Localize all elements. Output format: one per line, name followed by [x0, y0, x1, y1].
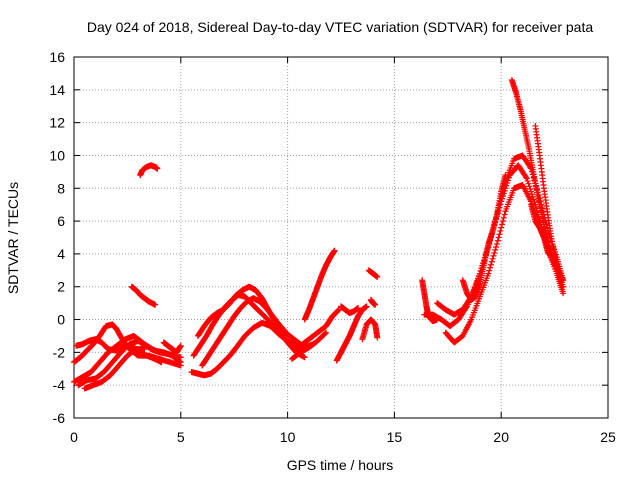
y-tick-label: -6	[53, 410, 66, 426]
series-arc-07	[137, 162, 161, 179]
data-points	[71, 76, 567, 392]
y-tick-label: 10	[49, 147, 65, 163]
y-tick-label: 14	[49, 82, 65, 98]
data-point	[177, 359, 184, 366]
data-point	[177, 342, 184, 349]
series-arc-12	[199, 295, 317, 369]
data-point	[560, 283, 567, 290]
plot-frame	[73, 56, 609, 419]
x-tick-label: 0	[70, 429, 78, 445]
data-point	[323, 329, 330, 336]
data-point	[488, 258, 495, 265]
data-point	[495, 234, 502, 241]
y-tick-label: -2	[53, 344, 66, 360]
y-tick-label: 4	[57, 246, 65, 262]
data-point	[374, 334, 381, 341]
data-point	[322, 330, 329, 337]
data-point	[154, 165, 161, 172]
data-point	[528, 188, 535, 195]
series-arc-18	[359, 316, 381, 343]
series-arc-06	[128, 283, 159, 308]
series-arc-14	[288, 329, 330, 362]
data-point	[489, 255, 496, 262]
series-arc-04	[75, 337, 184, 389]
data-point	[498, 224, 505, 231]
series-arc-27	[532, 122, 567, 290]
data-point	[524, 178, 531, 185]
data-point	[493, 244, 500, 251]
data-point	[491, 249, 498, 256]
data-point	[526, 183, 533, 190]
data-point	[363, 303, 370, 310]
y-tick-label: -4	[53, 377, 66, 393]
data-point	[301, 354, 308, 361]
y-tick-label: 6	[57, 213, 65, 229]
series-arc-28	[528, 201, 552, 257]
x-axis-label: GPS time / hours	[287, 457, 394, 473]
data-point	[374, 273, 381, 280]
data-point	[560, 290, 567, 297]
data-point	[545, 250, 552, 257]
series-arc-17	[338, 303, 362, 316]
data-point	[501, 211, 508, 218]
data-point	[527, 185, 534, 192]
data-point	[355, 305, 362, 312]
data-point	[492, 246, 499, 253]
series-arc-25	[459, 172, 509, 303]
x-tick-label: 10	[280, 429, 296, 445]
data-point	[372, 301, 379, 308]
data-point	[522, 174, 529, 181]
series-arc-11	[194, 283, 308, 361]
data-point	[494, 237, 501, 244]
y-tick-label: 16	[49, 49, 65, 65]
series-arc-13	[297, 306, 342, 349]
data-point	[499, 221, 506, 228]
series-arc-05	[81, 346, 148, 392]
series-arc-15	[301, 247, 338, 323]
data-point	[490, 252, 497, 259]
data-point	[496, 231, 503, 238]
data-point	[334, 308, 341, 315]
x-tick-label: 5	[177, 429, 185, 445]
data-point	[499, 218, 506, 225]
data-point	[493, 241, 500, 248]
data-point	[500, 214, 507, 221]
data-point	[141, 346, 148, 353]
series-arc-08	[160, 339, 184, 356]
data-point	[176, 358, 183, 365]
data-point	[502, 172, 509, 179]
data-point	[528, 191, 535, 198]
chart-title: Day 024 of 2018, Sidereal Day-to-day VTE…	[87, 19, 594, 35]
grid	[74, 57, 608, 418]
data-point	[523, 175, 530, 182]
data-point	[335, 307, 342, 314]
y-tick-label: 12	[49, 115, 65, 131]
x-tick-label: 20	[493, 429, 509, 445]
series-arc-16	[333, 303, 370, 364]
data-point	[331, 247, 338, 254]
axis-ticks: 0 5 10 15 20 25 -6 -4 -2 0 2 4 6 8 10 12 14 16	[49, 49, 616, 445]
y-axis-label: SDTVAR / TECUs	[5, 182, 21, 294]
y-tick-label: 2	[57, 279, 65, 295]
series-arc-20	[365, 267, 381, 280]
series-arc-19	[367, 296, 379, 308]
data-point	[486, 267, 493, 274]
y-tick-label: 8	[57, 180, 65, 196]
data-point	[497, 227, 504, 234]
data-point	[152, 301, 159, 308]
data-point	[158, 359, 165, 366]
data-point	[485, 270, 492, 277]
data-point	[525, 180, 532, 187]
x-tick-label: 15	[387, 429, 403, 445]
data-point	[487, 264, 494, 271]
data-point	[487, 261, 494, 268]
x-tick-label: 25	[600, 429, 616, 445]
y-tick-label: 0	[57, 312, 65, 328]
